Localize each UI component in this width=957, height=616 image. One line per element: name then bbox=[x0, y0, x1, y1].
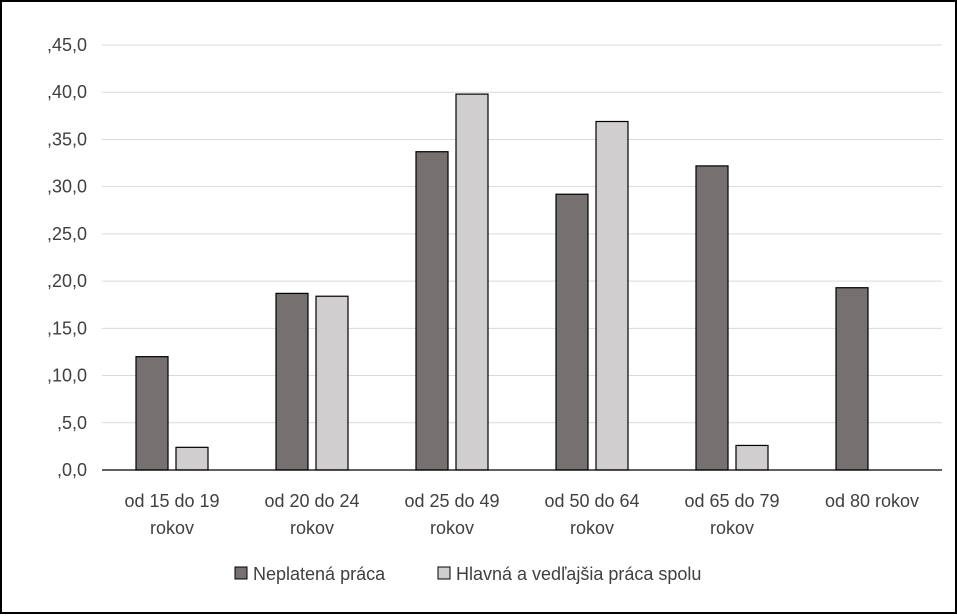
x-category-label: od 25 do 49 rokov bbox=[404, 491, 499, 538]
y-tick-label: ,35,0 bbox=[47, 129, 87, 149]
y-tick-label: ,20,0 bbox=[47, 271, 87, 291]
y-tick-label: ,15,0 bbox=[47, 318, 87, 338]
y-tick-label: ,0,0 bbox=[57, 460, 87, 480]
bar-series-0-cat-5 bbox=[835, 287, 869, 471]
legend-swatch-hlavna-a-vedlajsia-praca bbox=[437, 566, 451, 580]
y-tick-label: ,45,0 bbox=[47, 35, 87, 55]
y-axis-tick-labels: ,0,0 ,5,0 ,10,0 ,15,0 ,20,0 ,25,0 ,30,0 ,35,0 ,4… bbox=[47, 35, 87, 480]
bar-series-1-cat-2 bbox=[455, 93, 489, 471]
y-tick-label: ,10,0 bbox=[47, 366, 87, 386]
y-tick-label: ,30,0 bbox=[47, 177, 87, 197]
x-category-label: od 80 rokov bbox=[825, 491, 919, 511]
x-category-label: od 15 do 19 rokov bbox=[124, 491, 219, 538]
x-axis-category-labels: od 15 do 19 rokov od 20 do 24 rokov od 25 do… bbox=[124, 491, 919, 538]
bar-series-1-cat-4 bbox=[735, 444, 769, 471]
y-tick-label: ,25,0 bbox=[47, 224, 87, 244]
legend-label-neplatena-praca: Neplatená práca bbox=[253, 564, 386, 584]
x-category-label: od 50 do 64 rokov bbox=[544, 491, 639, 538]
legend: Neplatená práca Hlavná a vedľajšia práca… bbox=[234, 564, 701, 584]
bar-series-0-cat-3 bbox=[555, 193, 589, 471]
bar-series-0-cat-2 bbox=[415, 151, 449, 471]
bar-series-0-cat-0 bbox=[135, 356, 169, 471]
gridlines bbox=[102, 44, 942, 424]
bar-series-1-cat-3 bbox=[595, 120, 629, 471]
legend-swatch-neplatena-praca bbox=[234, 566, 248, 580]
bars bbox=[135, 93, 869, 471]
x-category-label: od 65 do 79 rokov bbox=[684, 491, 779, 538]
x-category-label: od 20 do 24 rokov bbox=[264, 491, 359, 538]
bar-series-0-cat-1 bbox=[275, 292, 309, 471]
y-tick-label: ,40,0 bbox=[47, 82, 87, 102]
y-tick-label: ,5,0 bbox=[57, 413, 87, 433]
bar-series-1-cat-1 bbox=[315, 295, 349, 471]
bar-series-1-cat-0 bbox=[175, 446, 209, 471]
legend-label-hlavna-a-vedlajsia-praca: Hlavná a vedľajšia práca spolu bbox=[456, 564, 701, 584]
bar-series-0-cat-4 bbox=[695, 165, 729, 471]
